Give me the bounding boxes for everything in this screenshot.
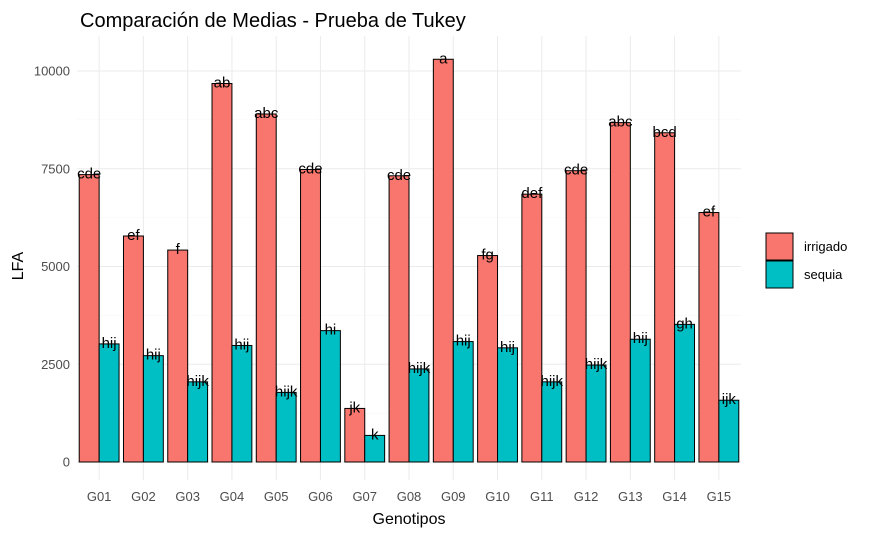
legend: irrigado sequia bbox=[765, 232, 847, 289]
bar-label-irrigado-g14: bcd bbox=[653, 124, 677, 141]
bar-irrigado-g08 bbox=[388, 175, 410, 463]
legend-key-irrigado bbox=[765, 232, 794, 261]
bar-sequia-g09 bbox=[452, 341, 474, 463]
bar-label-sequia-g14: gh bbox=[676, 315, 693, 332]
bar-label-irrigado-g02: ef bbox=[127, 227, 140, 244]
x-tick-label: G07 bbox=[352, 489, 377, 504]
y-tick-label: 2500 bbox=[41, 357, 70, 372]
x-tick-label: G14 bbox=[662, 489, 687, 504]
x-axis-title: Genotipos bbox=[373, 511, 446, 528]
bar-sequia-g05 bbox=[275, 391, 297, 463]
y-axis-title: LFA bbox=[10, 251, 27, 280]
x-tick-label: G02 bbox=[131, 489, 156, 504]
bar-sequia-g02 bbox=[142, 355, 164, 463]
bar-label-sequia-g10: hij bbox=[500, 339, 515, 356]
bar-sequia-g12 bbox=[585, 364, 607, 463]
bar-sequia-g03 bbox=[187, 381, 209, 463]
bar-label-sequia-g05: hijk bbox=[275, 383, 298, 400]
bar-label-sequia-g11: hijk bbox=[541, 373, 564, 390]
y-tick-label: 5000 bbox=[41, 259, 70, 274]
bar-label-sequia-g15: ijk bbox=[722, 391, 737, 408]
legend-label-sequia: sequia bbox=[804, 267, 843, 282]
x-tick-label: G10 bbox=[485, 489, 510, 504]
bar-sequia-g14 bbox=[674, 323, 696, 463]
x-tick-label: G15 bbox=[707, 489, 732, 504]
bar-sequia-g11 bbox=[541, 381, 563, 463]
y-axis-ticks: 0 2500 5000 7500 10000 bbox=[34, 64, 70, 470]
x-tick-label: G11 bbox=[530, 489, 554, 504]
bar-sequia-g08 bbox=[408, 368, 430, 463]
y-tick-label: 0 bbox=[63, 455, 70, 470]
x-tick-label: G04 bbox=[220, 489, 245, 504]
bar-label-irrigado-g15: ef bbox=[703, 204, 716, 221]
bar-label-sequia-g08: hijk bbox=[408, 360, 431, 377]
bar-sequia-g07 bbox=[364, 434, 386, 463]
x-axis-ticks: G01 G02 G03 G04 G05 G06 G07 G08 G09 G10 G11 G12 G13 G… bbox=[87, 489, 731, 504]
bar-label-sequia-g09: hij bbox=[456, 333, 471, 350]
legend-label-irrigado: irrigado bbox=[804, 239, 847, 254]
bar-sequia-g04 bbox=[231, 344, 253, 463]
bars bbox=[78, 58, 740, 463]
bar-label-irrigado-g04: ab bbox=[214, 75, 231, 92]
bar-sequia-g13 bbox=[629, 338, 651, 463]
x-tick-label: G05 bbox=[264, 489, 289, 504]
bar-label-sequia-g02: hij bbox=[146, 347, 161, 364]
bar-label-sequia-g01: hij bbox=[102, 335, 117, 352]
x-tick-label: G08 bbox=[397, 489, 422, 504]
bar-label-irrigado-g13: abc bbox=[608, 114, 633, 131]
x-tick-label: G01 bbox=[87, 489, 112, 504]
bar-sequia-g01 bbox=[98, 343, 120, 463]
y-tick-label: 10000 bbox=[34, 64, 70, 79]
bar-irrigado-g04 bbox=[211, 83, 233, 463]
y-tick-label: 7500 bbox=[41, 161, 70, 176]
bar-label-irrigado-g03: f bbox=[176, 241, 181, 258]
bar-irrigado-g07 bbox=[344, 407, 366, 463]
bar-label-sequia-g13: hij bbox=[633, 330, 648, 347]
bar-irrigado-g12 bbox=[565, 170, 587, 463]
bar-irrigado-g05 bbox=[255, 113, 277, 463]
bar-label-irrigado-g07: jk bbox=[348, 399, 360, 416]
chart-title: Comparación de Medias - Prueba de Tukey bbox=[80, 10, 466, 32]
bar-label-sequia-g04: hij bbox=[234, 336, 249, 353]
bar-irrigado-g09 bbox=[432, 58, 454, 463]
bar-label-irrigado-g08: cde bbox=[387, 167, 411, 184]
x-tick-label: G03 bbox=[175, 489, 200, 504]
bar-label-irrigado-g05: abc bbox=[254, 105, 279, 122]
x-tick-label: G06 bbox=[308, 489, 333, 504]
bar-sequia-g15 bbox=[718, 399, 740, 463]
bar-sequia-g06 bbox=[319, 330, 341, 463]
bar-sequia-g10 bbox=[497, 347, 518, 463]
bar-label-irrigado-g09: a bbox=[439, 50, 448, 67]
bar-label-irrigado-g11: def bbox=[521, 185, 543, 202]
bar-irrigado-g02 bbox=[122, 235, 144, 463]
bar-irrigado-g15 bbox=[698, 212, 720, 463]
x-tick-label: G12 bbox=[574, 489, 599, 504]
bar-label-sequia-g03: hijk bbox=[186, 373, 209, 390]
bar-label-irrigado-g06: cde bbox=[298, 161, 322, 178]
bar-labels: cdehijefhijfhijkabhijabchijkcdehijkkcdeh… bbox=[77, 50, 736, 443]
bar-label-sequia-g06: hi bbox=[325, 322, 337, 339]
bar-irrigado-g11 bbox=[521, 193, 543, 463]
bar-label-sequia-g07: k bbox=[371, 426, 379, 443]
bar-irrigado-g06 bbox=[300, 169, 321, 463]
bar-irrigado-g10 bbox=[477, 255, 499, 463]
bar-label-irrigado-g01: cde bbox=[77, 166, 101, 183]
bar-label-irrigado-g10: fg bbox=[481, 247, 494, 264]
bar-irrigado-g14 bbox=[654, 132, 676, 463]
x-tick-label: G13 bbox=[618, 489, 643, 504]
legend-key-sequia bbox=[765, 260, 794, 289]
x-tick-label: G09 bbox=[441, 489, 466, 504]
bar-label-irrigado-g12: cde bbox=[564, 162, 588, 179]
bar-label-sequia-g12: hijk bbox=[585, 356, 608, 373]
bar-irrigado-g13 bbox=[609, 122, 631, 463]
bar-irrigado-g03 bbox=[167, 249, 189, 463]
bar-irrigado-g01 bbox=[78, 174, 100, 463]
